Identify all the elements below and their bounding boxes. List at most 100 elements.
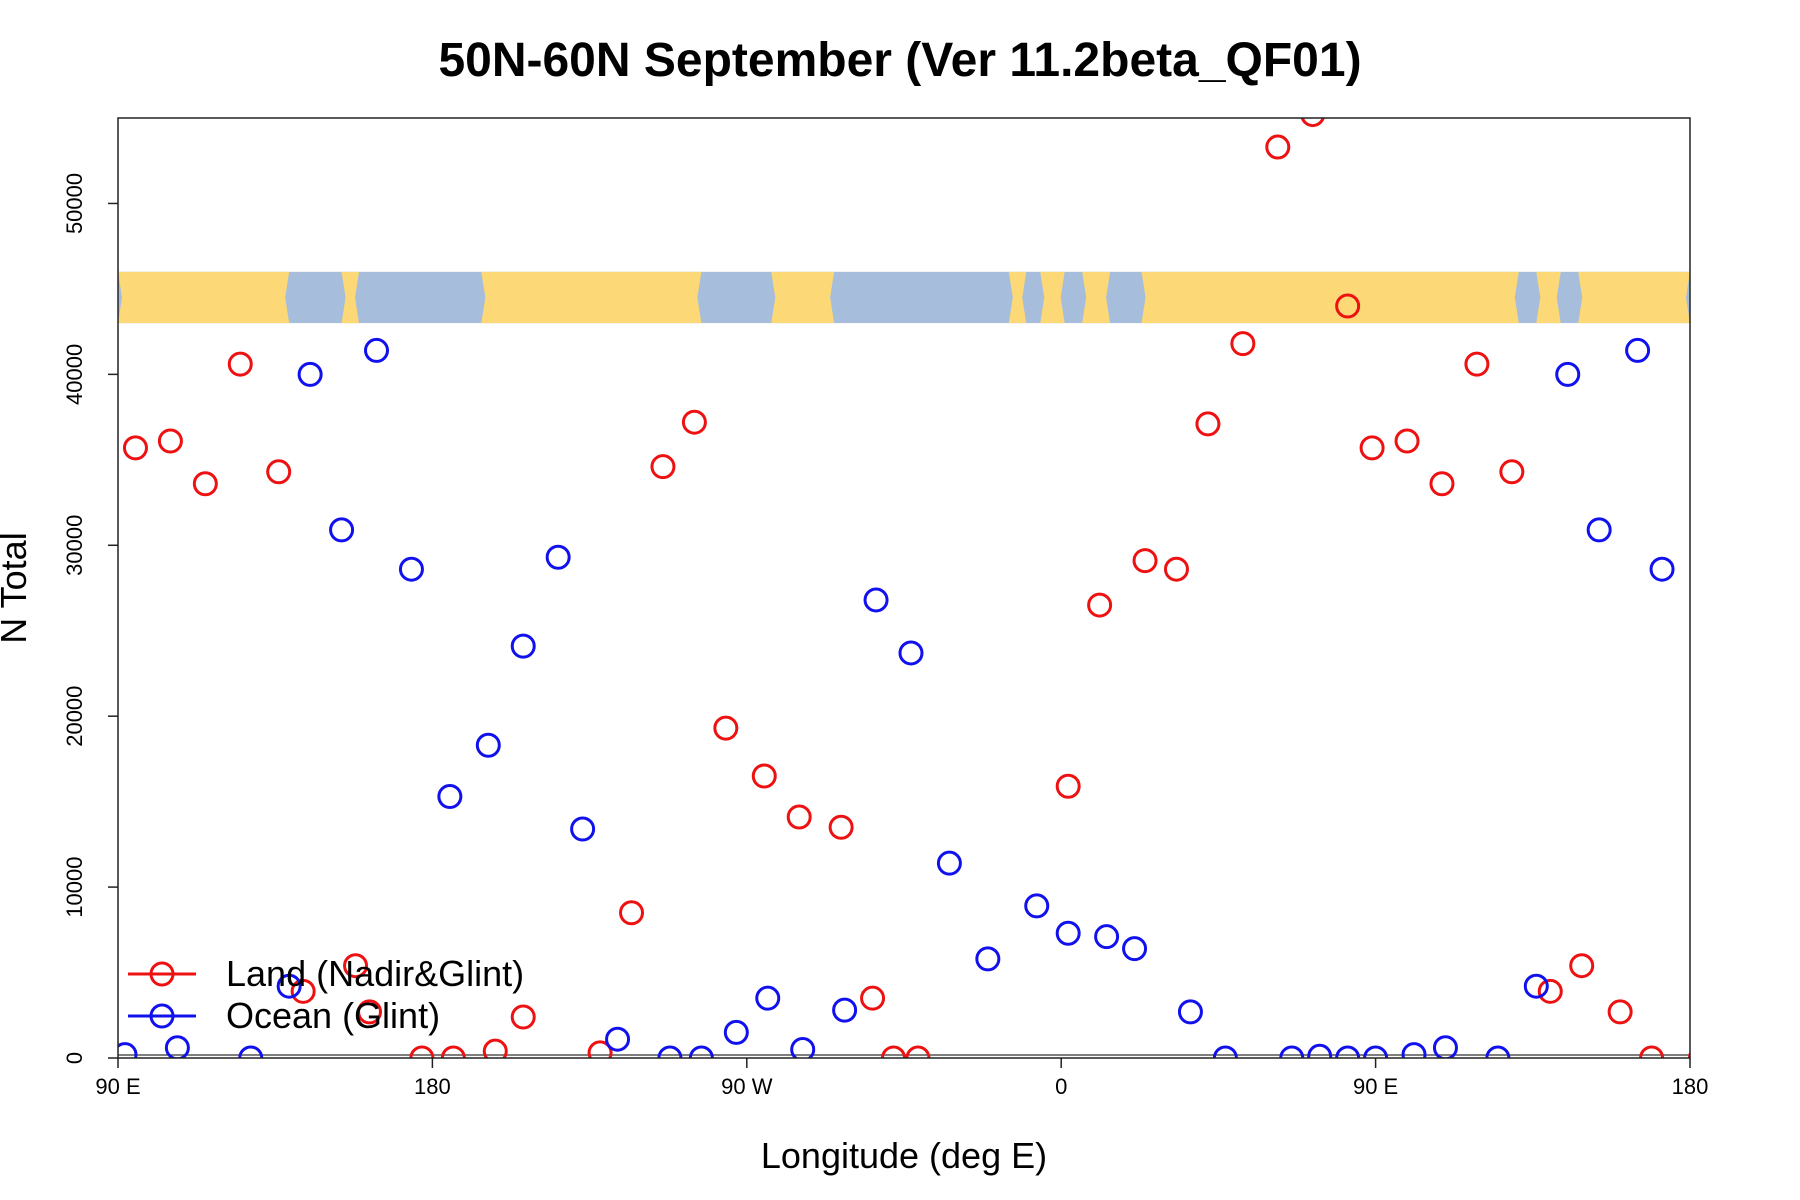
land-point <box>1265 134 1291 160</box>
ocean-point <box>570 816 596 842</box>
land-point <box>751 763 777 789</box>
ocean-point <box>1279 1045 1305 1058</box>
land-point <box>266 459 292 485</box>
ocean-point <box>364 337 390 363</box>
ocean-point <box>118 1042 138 1058</box>
land-point <box>227 351 253 377</box>
land-point <box>713 715 739 741</box>
land-point <box>1607 999 1633 1025</box>
y-tick-label: 10000 <box>62 856 87 917</box>
land-point <box>290 978 316 1004</box>
ocean-point <box>510 633 536 659</box>
ocean-point <box>164 1035 190 1058</box>
map-land-north-america-east <box>771 271 835 324</box>
map-land-north-america-west <box>481 271 702 324</box>
ocean-point <box>605 1026 631 1052</box>
land-point <box>482 1038 508 1058</box>
map-land-uk-east <box>1040 271 1065 324</box>
ocean-point <box>790 1036 816 1058</box>
land-point <box>122 435 148 461</box>
land-point <box>1499 459 1525 485</box>
ocean-point <box>1024 893 1050 919</box>
data-points <box>118 118 1690 1058</box>
land-point <box>786 804 812 830</box>
ocean-point <box>1649 556 1675 582</box>
ocean-point <box>329 517 355 543</box>
land-point <box>881 1045 907 1058</box>
land-point <box>1569 953 1595 979</box>
land-point <box>157 428 183 454</box>
ocean-point <box>1586 517 1612 543</box>
ocean-point <box>1094 924 1120 950</box>
y-tick-label: 40000 <box>62 344 87 405</box>
land-point <box>1537 978 1563 1004</box>
ocean-point <box>437 784 463 810</box>
y-tick-label: 0 <box>62 1052 87 1064</box>
legend-label-ocean: Ocean (Glint) <box>226 995 440 1036</box>
ocean-point <box>1523 973 1549 999</box>
x-tick-label: 0 <box>1055 1074 1067 1099</box>
ocean-point <box>1212 1045 1238 1058</box>
map-land-denmark-baltic <box>1082 271 1111 324</box>
map-land-kamchatka <box>341 271 360 324</box>
land-point <box>192 471 218 497</box>
legend-label-land: Land (Nadir&Glint) <box>226 953 524 994</box>
land-point <box>1687 1051 1690 1058</box>
land-point <box>681 409 707 435</box>
y-tick-label: 50000 <box>62 173 87 234</box>
y-tick-label: 30000 <box>62 515 87 576</box>
land-point <box>357 999 383 1025</box>
legend-marker-ocean <box>149 1003 175 1029</box>
ocean-point <box>936 850 962 876</box>
ocean-point <box>723 1019 749 1045</box>
ocean-point <box>276 973 302 999</box>
x-tick-label: 180 <box>414 1074 451 1099</box>
world-map-strip <box>118 271 1690 324</box>
land-point <box>510 1004 536 1030</box>
legend-item-land: Land (Nadir&Glint) <box>128 953 524 994</box>
land-point <box>828 814 854 840</box>
map-land-kamchatka-west <box>1578 271 1690 324</box>
map-land-sakhalin-region <box>1536 271 1561 324</box>
ocean-point <box>975 946 1001 972</box>
x-tick-label: 90 E <box>95 1074 140 1099</box>
series-land <box>122 118 1690 1058</box>
land-point <box>1195 411 1221 437</box>
land-point <box>1335 293 1361 319</box>
land-point <box>905 1045 931 1058</box>
ocean-point <box>1177 999 1203 1025</box>
legend-marker-land <box>149 961 175 987</box>
land-point <box>409 1045 435 1058</box>
ocean-point <box>1485 1045 1511 1058</box>
ocean-point <box>1335 1045 1361 1058</box>
chart-title: 50N-60N September (Ver 11.2beta_QF01) <box>438 34 1361 87</box>
map-land-eurasia-east <box>118 271 290 324</box>
map-land-eurasia-central <box>1141 271 1519 324</box>
land-point <box>1087 592 1113 618</box>
ocean-point <box>1307 1043 1333 1058</box>
map-land-uk-ireland <box>1008 271 1027 324</box>
x-tick-label: 90 W <box>721 1074 773 1099</box>
y-axis: 0 10000 20000 30000 40000 50000 <box>62 173 118 1064</box>
legend-item-ocean: Ocean (Glint) <box>128 995 440 1036</box>
ocean-point <box>1401 1042 1427 1058</box>
land-point <box>1359 435 1385 461</box>
ocean-point <box>898 640 924 666</box>
map-land-shapes <box>118 271 1690 324</box>
ocean-point <box>688 1045 714 1058</box>
land-point <box>1394 428 1420 454</box>
land-point <box>1464 351 1490 377</box>
y-tick-label: 20000 <box>62 686 87 747</box>
x-tick-label: 90 E <box>1353 1074 1398 1099</box>
ocean-point <box>1432 1035 1458 1058</box>
x-axis-label: Longitude (deg E) <box>761 1135 1047 1176</box>
ocean-point <box>475 732 501 758</box>
land-point <box>619 900 645 926</box>
land-point <box>860 985 886 1011</box>
ocean-point <box>1555 361 1581 387</box>
land-point <box>1055 773 1081 799</box>
ocean-point <box>1122 936 1148 962</box>
ocean-point <box>1055 920 1081 946</box>
land-point <box>1132 548 1158 574</box>
